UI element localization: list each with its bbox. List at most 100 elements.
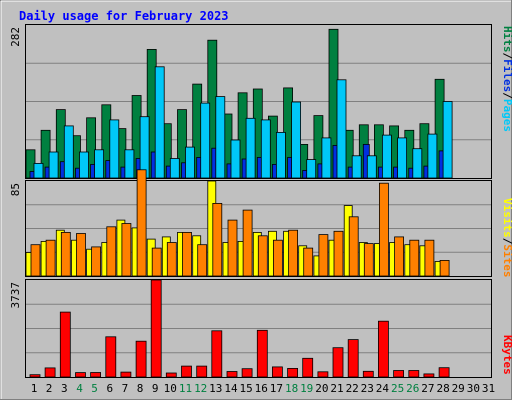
bar-sites-day-10 [166, 242, 177, 277]
legend-visits: Visits [501, 198, 512, 238]
x-tick-label: 18 [285, 382, 298, 395]
bar-pages-day-12 [200, 102, 211, 179]
bar-pages-day-3 [63, 125, 74, 179]
panel-visits-sites [25, 169, 492, 277]
bar-sites-day-22 [348, 216, 359, 277]
bar-sites-day-7 [121, 223, 132, 277]
legend-sep-1: / [501, 53, 512, 60]
legend-sites: Sites [501, 244, 512, 277]
bar-pages-day-18 [291, 101, 302, 179]
bar-kbytes-day-10 [165, 372, 177, 378]
x-tick-label: 16 [255, 382, 268, 395]
bar-kbytes-day-24 [377, 320, 389, 378]
bar-pages-day-7 [124, 149, 135, 179]
bar-pages-day-9 [154, 66, 165, 179]
bar-pages-day-19 [306, 159, 317, 179]
x-tick-label: 27 [421, 382, 434, 395]
bar-kbytes-day-26 [408, 370, 420, 378]
bar-kbytes-day-16 [256, 329, 268, 378]
x-tick-label: 7 [122, 382, 129, 395]
bar-pages-day-16 [260, 119, 271, 179]
x-tick-label: 28 [436, 382, 449, 395]
bar-pages-day-4 [79, 151, 89, 179]
ymax-label-kbytes: 3737 [9, 282, 22, 309]
chart-title: Daily usage for February 2023 [19, 9, 229, 23]
bar-pages-day-26 [412, 148, 423, 179]
bar-sites-day-5 [91, 246, 101, 277]
x-tick-label: 9 [152, 382, 159, 395]
x-tick-label: 11 [179, 382, 192, 395]
bar-sites-day-8 [136, 169, 147, 277]
x-tick-label: 2 [46, 382, 53, 395]
bar-sites-day-13 [212, 202, 223, 277]
x-tick-label: 12 [194, 382, 207, 395]
bar-pages-day-13 [215, 96, 226, 179]
bar-kbytes-day-14 [226, 371, 238, 378]
bar-pages-day-28 [442, 101, 453, 179]
bar-sites-day-25 [394, 236, 405, 277]
bar-sites-day-23 [363, 243, 374, 277]
bar-pages-day-15 [245, 117, 256, 179]
bar-sites-day-14 [227, 219, 238, 277]
legend-hits-files-pages: Hits/Files/Pages [501, 26, 512, 132]
bar-sites-day-2 [45, 239, 56, 277]
bar-pages-day-14 [230, 139, 241, 179]
bar-pages-day-25 [397, 137, 408, 179]
bar-kbytes-day-9 [150, 279, 162, 378]
bar-kbytes-day-2 [44, 367, 56, 378]
legend-sep-2: / [501, 92, 512, 99]
bar-kbytes-day-8 [135, 340, 147, 378]
bar-sites-day-15 [242, 209, 253, 277]
x-tick-label: 14 [224, 382, 238, 395]
bar-kbytes-day-20 [317, 371, 329, 378]
bar-kbytes-day-25 [393, 370, 405, 378]
legend-kbytes: KBytes [501, 335, 512, 375]
bar-kbytes-day-17 [271, 366, 283, 378]
bar-kbytes-day-11 [181, 365, 192, 378]
legend-files: Files [501, 59, 512, 92]
legend-pages: Pages [501, 99, 512, 132]
x-tick-label: 8 [137, 382, 144, 395]
bar-sites-day-6 [106, 226, 117, 277]
bar-sites-day-9 [151, 247, 162, 277]
x-tick-label: 29 [452, 382, 465, 395]
bar-kbytes-day-21 [332, 347, 344, 378]
x-tick-label: 1 [31, 382, 38, 395]
bar-pages-day-27 [427, 133, 438, 179]
x-tick-label: 26 [406, 382, 419, 395]
x-tick-label: 22 [346, 382, 359, 395]
bar-kbytes-day-13 [211, 330, 223, 378]
bar-kbytes-day-4 [75, 372, 86, 378]
bar-kbytes-day-5 [90, 372, 101, 378]
bar-sites-day-1 [30, 244, 41, 277]
ymax-label-hits: 282 [9, 27, 22, 47]
bar-kbytes-day-15 [241, 368, 253, 378]
bar-sites-day-16 [257, 235, 268, 277]
legend-sep-3: / [501, 238, 512, 245]
bar-sites-day-21 [333, 230, 344, 277]
bar-kbytes-day-6 [105, 336, 117, 378]
bar-sites-day-24 [378, 182, 389, 277]
bar-sites-day-12 [197, 244, 208, 277]
x-tick-label: 23 [361, 382, 374, 395]
bar-pages-day-10 [169, 158, 180, 179]
x-tick-label: 25 [391, 382, 404, 395]
bar-kbytes-day-27 [423, 373, 435, 378]
x-tick-label: 21 [330, 382, 343, 395]
bar-pages-day-6 [109, 119, 120, 179]
legend-visits-sites: Visits/Sites [501, 198, 512, 278]
bar-pages-day-5 [94, 149, 104, 179]
x-tick-label: 4 [76, 382, 83, 395]
x-tick-label: 3 [61, 382, 68, 395]
bar-pages-day-22 [351, 155, 362, 179]
bar-sites-day-4 [76, 233, 86, 277]
x-tick-label: 17 [270, 382, 283, 395]
bar-sites-day-18 [288, 229, 299, 277]
ymax-label-visits: 85 [9, 183, 22, 196]
bar-sites-day-27 [424, 239, 435, 277]
bar-kbytes-day-18 [287, 367, 299, 378]
bar-sites-day-11 [182, 231, 192, 277]
bar-kbytes-day-1 [29, 374, 41, 378]
bar-sites-day-26 [409, 239, 420, 277]
bar-sites-day-3 [60, 231, 71, 277]
